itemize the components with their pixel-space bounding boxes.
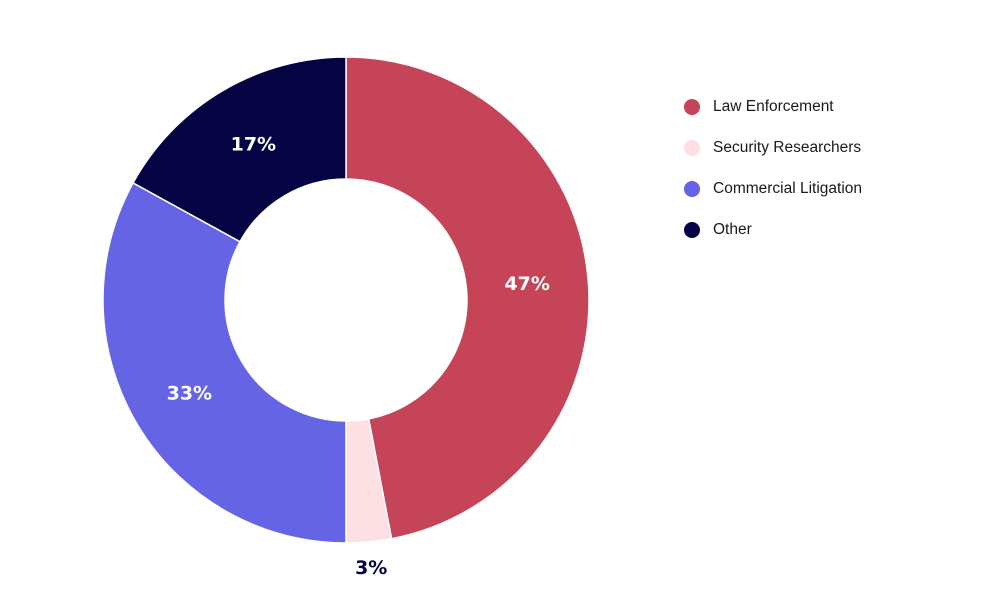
slice-data-label: 17%	[231, 133, 276, 155]
slice-data-label: 3%	[355, 557, 387, 579]
slice-commercial-litigation	[102, 181, 347, 544]
legend-item: Law Enforcement	[684, 86, 862, 127]
legend-item: Commercial Litigation	[684, 168, 862, 209]
slice-other	[132, 56, 347, 243]
legend-label: Other	[713, 220, 752, 238]
legend-swatch-icon	[684, 98, 700, 115]
legend-swatch-icon	[684, 180, 700, 197]
legend-item: Security Researchers	[684, 127, 862, 168]
legend-swatch-icon	[684, 139, 700, 156]
slice-law-enforcement	[345, 56, 590, 540]
legend-swatch-icon	[684, 221, 700, 238]
legend: Law Enforcement Security Researchers Comme…	[684, 86, 862, 250]
legend-label: Commercial Litigation	[713, 179, 863, 197]
legend-item: Other	[684, 209, 862, 250]
slice-data-label: 47%	[504, 273, 549, 295]
legend-label: Security Researchers	[713, 138, 862, 156]
legend-label: Law Enforcement	[713, 97, 834, 115]
slice-data-label: 33%	[167, 383, 212, 405]
